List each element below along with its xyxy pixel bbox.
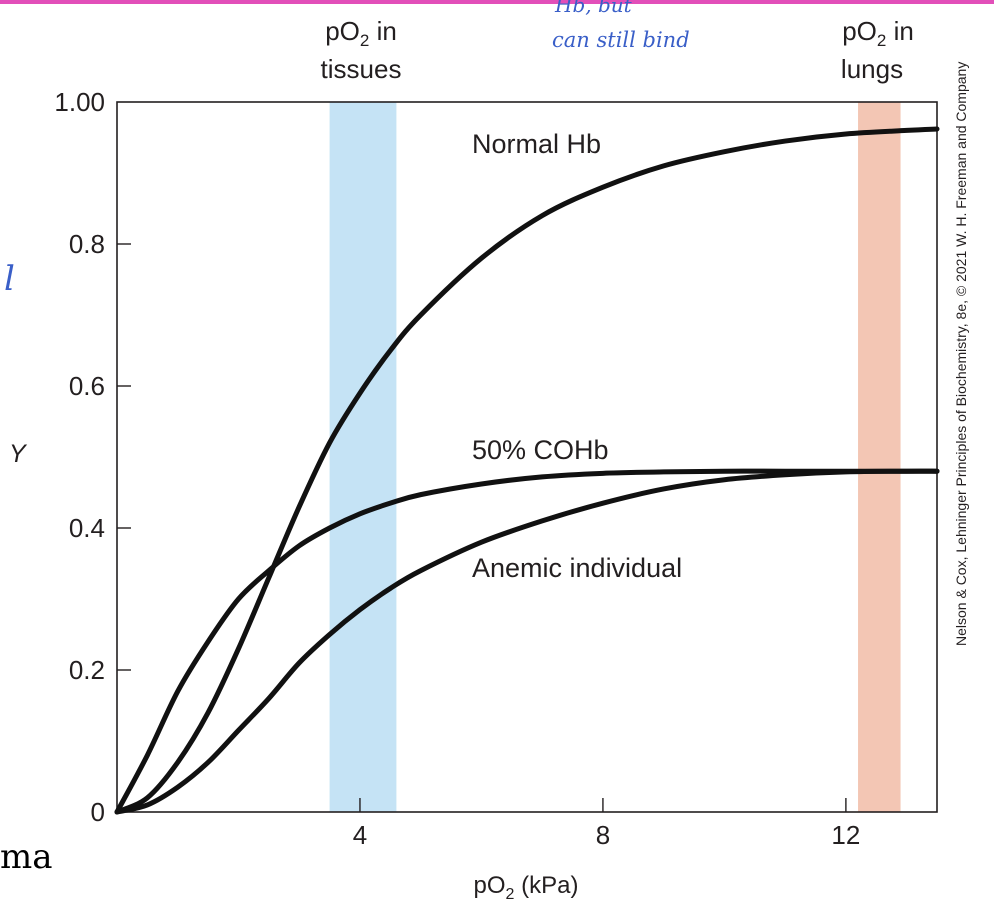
tissues-band	[329, 102, 397, 812]
anemic-curve	[114, 468, 940, 815]
cohb-curve	[114, 468, 940, 815]
y-axis-ticks: 0 0.2 0.4 0.6 0.8 1.00	[54, 87, 131, 827]
y-tick-label: 1.00	[54, 87, 105, 117]
x-tick-label: 12	[831, 820, 860, 850]
credit-line: Nelson & Cox, Lehninger Principles of Bi…	[953, 62, 969, 646]
lungs-band-label-2: lungs	[841, 54, 903, 84]
y-axis-label: Y	[9, 440, 28, 468]
cropped-background-text: ma	[0, 837, 53, 877]
y-tick-label: 0.4	[69, 513, 105, 543]
y-tick-label: 0.2	[69, 655, 105, 685]
series-label-cohb: 50% COHb	[472, 435, 609, 465]
normal-hb-curve	[114, 126, 940, 815]
tissues-band-label: pO2 in	[325, 16, 397, 50]
handwritten-note-line-1: Hb, but	[554, 0, 633, 17]
series-label-anemic: Anemic individual	[472, 553, 682, 583]
axes-box	[116, 101, 938, 813]
x-axis-ticks: 4 8 12	[353, 798, 860, 850]
x-tick-label: 4	[353, 820, 367, 850]
x-axis-label: pO2 (kPa)	[474, 872, 579, 903]
handwritten-mark: l	[4, 259, 15, 299]
series-label-normal-hb: Normal Hb	[472, 129, 601, 159]
y-tick-label: 0.6	[69, 371, 105, 401]
tissues-band-label-2: tissues	[321, 54, 402, 84]
handwritten-note-line-2: can still bind	[552, 28, 690, 52]
page-top-accent-line	[0, 0, 994, 4]
binding-curves	[114, 126, 940, 815]
y-tick-label: 0.8	[69, 229, 105, 259]
x-tick-label: 8	[596, 820, 610, 850]
lungs-band	[858, 102, 901, 812]
plot-frame	[116, 101, 938, 813]
lungs-band-label: pO2 in	[842, 16, 914, 50]
pO2-bands	[329, 102, 901, 812]
y-tick-label: 0	[91, 797, 105, 827]
